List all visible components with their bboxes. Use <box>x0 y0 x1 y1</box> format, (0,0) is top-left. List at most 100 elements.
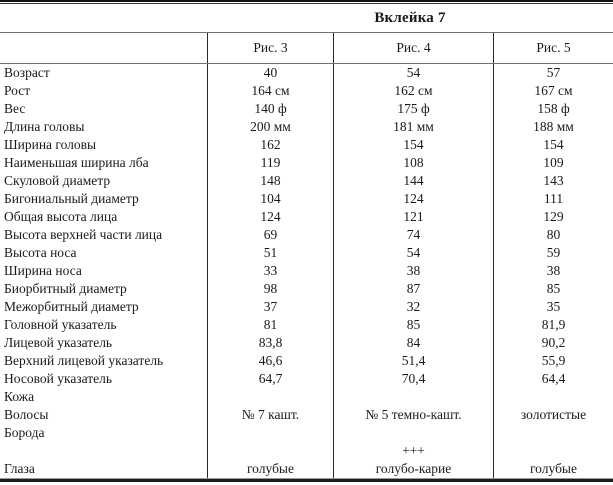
row-value: 80 <box>493 226 613 244</box>
row-label: Носовой указатель <box>4 371 113 386</box>
table-row: Общая высота лица 124 121 129 <box>0 208 613 226</box>
row-value <box>333 388 493 406</box>
row-label: Волосы <box>4 407 49 422</box>
table-row: Головной указатель 81 85 81,9 <box>0 316 613 334</box>
row-label: Рост <box>4 83 31 98</box>
row-label: Наименьшая ширина лба <box>4 155 149 170</box>
table-row: Высота носа 51 54 59 <box>0 244 613 262</box>
row-value: 51 <box>207 244 333 262</box>
row-value: 162 см <box>333 82 493 100</box>
row-label <box>0 442 207 460</box>
table-row: Ширина головы 162 154 154 <box>0 136 613 154</box>
row-label: Головной указатель <box>4 317 117 332</box>
row-value: 32 <box>333 298 493 316</box>
row-value: 69 <box>207 226 333 244</box>
row-label: Скуловой диаметр <box>4 173 111 188</box>
row-value: 109 <box>493 154 613 172</box>
row-value: 154 <box>493 136 613 154</box>
table-title: Вклейка 7 <box>374 10 446 26</box>
table-row: Борода <box>0 424 613 442</box>
table-row: Межорбитный диаметр 37 32 35 <box>0 298 613 316</box>
row-value: золотистые <box>493 406 613 424</box>
row-value <box>207 388 333 406</box>
row-label: Межорбитный диаметр <box>4 299 139 314</box>
row-value <box>493 388 613 406</box>
table-row: Лицевой указатель 83,8 84 90,2 <box>0 334 613 352</box>
column-header-fig3: Рис. 3 <box>207 33 333 63</box>
row-value: 140 ф <box>207 100 333 118</box>
row-label: Борода <box>4 425 45 440</box>
table-row: Высота верхней части лица 69 74 80 <box>0 226 613 244</box>
row-value: 143 <box>493 172 613 190</box>
row-value: 74 <box>333 226 493 244</box>
row-value: 83,8 <box>207 334 333 352</box>
table-row: Носовой указатель 64,7 70,4 64,4 <box>0 370 613 388</box>
row-label: Биорбитный диаметр <box>4 281 127 296</box>
row-value: голубые <box>207 460 333 478</box>
row-value: +++ <box>333 442 493 460</box>
row-label: Верхний лицевой указатель <box>4 353 164 368</box>
row-value: 158 ф <box>493 100 613 118</box>
row-label: Возраст <box>4 65 50 80</box>
row-value: 33 <box>207 262 333 280</box>
row-value: 40 <box>207 64 333 82</box>
row-value: 111 <box>493 190 613 208</box>
bottom-rule <box>0 478 613 482</box>
row-value: 37 <box>207 298 333 316</box>
row-value: 121 <box>333 208 493 226</box>
table-row: Наименьшая ширина лба 119 108 109 <box>0 154 613 172</box>
row-label: Общая высота лица <box>4 209 118 224</box>
row-value: 87 <box>333 280 493 298</box>
row-value <box>207 442 333 460</box>
row-value: 85 <box>333 316 493 334</box>
top-double-rule <box>0 0 613 5</box>
row-value: голубо-карие <box>333 460 493 478</box>
row-value: 188 мм <box>493 118 613 136</box>
row-value: 181 мм <box>333 118 493 136</box>
table-row: Скуловой диаметр 148 144 143 <box>0 172 613 190</box>
row-value: 70,4 <box>333 370 493 388</box>
row-value: 57 <box>493 64 613 82</box>
table-body: Возраст 40 54 57 Рост 164 см 162 см 167 см Вес 14… <box>0 64 613 478</box>
row-value: 124 <box>333 190 493 208</box>
row-value: 38 <box>493 262 613 280</box>
row-value: 64,4 <box>493 370 613 388</box>
column-header-fig4: Рис. 4 <box>333 33 493 63</box>
row-value: 81 <box>207 316 333 334</box>
table-row: Кожа <box>0 388 613 406</box>
row-value: 38 <box>333 262 493 280</box>
row-value: 154 <box>333 136 493 154</box>
row-label: Ширина носа <box>4 263 82 278</box>
table-row: Длина головы 200 мм 181 мм 188 мм <box>0 118 613 136</box>
row-value <box>493 442 613 460</box>
row-value: 144 <box>333 172 493 190</box>
row-value: 162 <box>207 136 333 154</box>
table-row: +++ <box>0 442 613 460</box>
row-value: № 5 темно-кашт. <box>333 406 493 424</box>
row-value <box>207 424 333 442</box>
row-label: Длина головы <box>4 119 85 134</box>
row-label: Кожа <box>4 389 35 404</box>
row-value: 104 <box>207 190 333 208</box>
row-value: 167 см <box>493 82 613 100</box>
row-value: 51,4 <box>333 352 493 370</box>
row-value: голубые <box>493 460 613 478</box>
row-label: Лицевой указатель <box>4 335 113 350</box>
table-header-row: Рис. 3 Рис. 4 Рис. 5 <box>0 33 613 64</box>
row-value: 164 см <box>207 82 333 100</box>
table-row: Рост 164 см 162 см 167 см <box>0 82 613 100</box>
table-row: Бигониальный диаметр 104 124 111 <box>0 190 613 208</box>
table-row: Глаза голубые голубо-карие голубые <box>0 460 613 478</box>
row-value: 54 <box>333 244 493 262</box>
table-row: Волосы № 7 кашт. № 5 темно-кашт. золотистые <box>0 406 613 424</box>
row-value: 54 <box>333 64 493 82</box>
row-label: Высота носа <box>4 245 77 260</box>
table-row: Ширина носа 33 38 38 <box>0 262 613 280</box>
row-value: 59 <box>493 244 613 262</box>
row-value <box>333 424 493 442</box>
table-row: Вес 140 ф 175 ф 158 ф <box>0 100 613 118</box>
row-value: 108 <box>333 154 493 172</box>
row-value: 85 <box>493 280 613 298</box>
row-value: 200 мм <box>207 118 333 136</box>
